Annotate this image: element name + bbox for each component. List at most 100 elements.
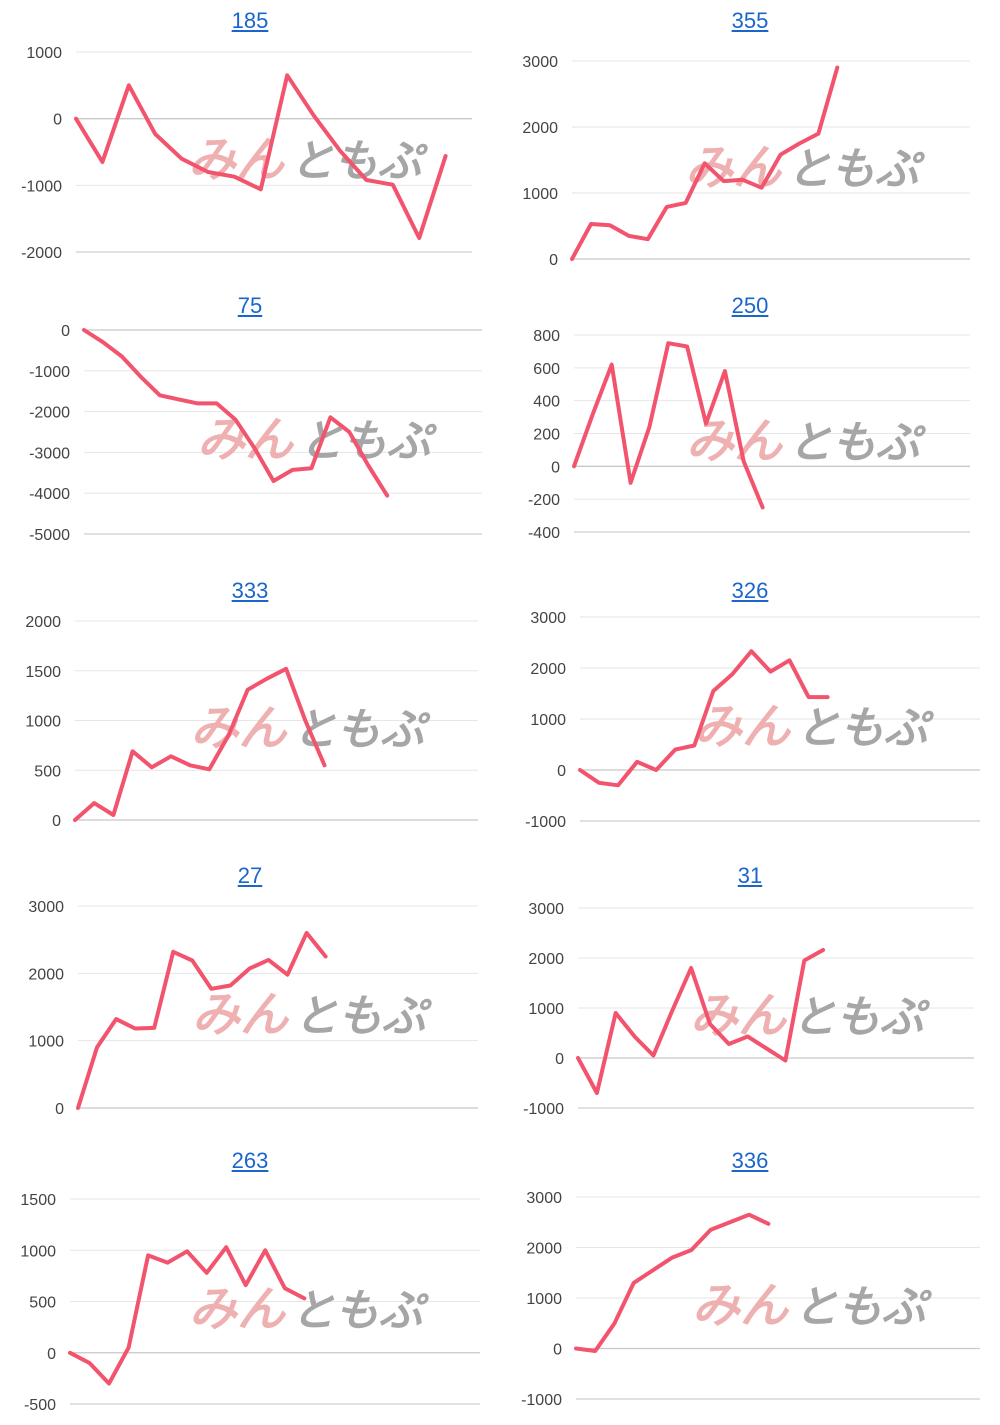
y-tick-label: 0 — [61, 323, 70, 340]
watermark-text-red: みん — [189, 1282, 287, 1338]
chart-panel: 75 0 -1000 -2000 -3000 -4000 -5000 みん ともぷ — [0, 285, 500, 570]
chart-panel: 336 3000 2000 1000 0 -1000 みん ともぷ — [500, 1140, 1000, 1425]
y-tick-label: -400 — [528, 525, 560, 542]
series-line — [68, 1245, 307, 1386]
y-tick-label: 2000 — [28, 966, 64, 983]
chart-title-link[interactable]: 31 — [737, 863, 763, 888]
watermark-logo: みん ともぷ — [190, 701, 431, 757]
y-tick-label: -500 — [24, 1397, 56, 1414]
chart-panel: 326 3000 2000 1000 0 -1000 みん ともぷ — [500, 570, 1000, 855]
y-tick-label: 0 — [53, 112, 62, 129]
y-tick-label: -1000 — [523, 1101, 564, 1118]
series-line — [82, 328, 390, 498]
line-chart: 2000 1500 1000 500 0 みん ともぷ — [25, 614, 478, 830]
chart-title-link[interactable]: 333 — [231, 578, 269, 603]
line-chart: 3000 2000 1000 0 -1000 みん ともぷ — [521, 1190, 980, 1409]
watermark-text-gray: ともぷ — [788, 418, 927, 469]
series-line — [572, 341, 765, 510]
watermark-logo: みん ともぷ — [197, 412, 438, 468]
y-tick-label: 3000 — [530, 610, 566, 627]
y-tick-label: 0 — [553, 1342, 562, 1359]
y-tick-label: 200 — [533, 427, 560, 444]
chart-title-link[interactable]: 27 — [237, 863, 263, 888]
y-tick-label: 600 — [533, 361, 560, 378]
watermark-text-gray: ともぷ — [796, 703, 935, 754]
watermark-text-red: みん — [192, 987, 290, 1043]
watermark-logo: みん ともぷ — [189, 1282, 430, 1338]
y-tick-label: -3000 — [29, 445, 70, 462]
chart-title-link[interactable]: 263 — [231, 1148, 269, 1173]
chart-title-link[interactable]: 355 — [731, 8, 769, 33]
y-tick-label: 1500 — [20, 1192, 56, 1209]
chart-panel: 355 3000 2000 1000 0 みん ともぷ — [500, 0, 1000, 285]
chart-title-link[interactable]: 336 — [731, 1148, 769, 1173]
y-tick-label: -2000 — [29, 405, 70, 422]
series-line — [574, 1212, 771, 1353]
chart-panel: 263 1500 1000 500 0 -500 みん ともぷ — [0, 1140, 500, 1425]
y-tick-label: -4000 — [29, 486, 70, 503]
chart-panel: 31 3000 2000 1000 0 -1000 みん ともぷ — [500, 855, 1000, 1140]
series-line — [578, 649, 830, 788]
y-tick-label: 0 — [549, 252, 558, 269]
watermark-logo: みん ともぷ — [694, 699, 935, 755]
y-tick-label: 2000 — [526, 1241, 562, 1258]
y-tick-label: -1000 — [29, 364, 70, 381]
watermark-text-gray: ともぷ — [794, 1282, 933, 1333]
watermark-text-gray: ともぷ — [787, 144, 926, 195]
y-tick-label: 0 — [557, 763, 566, 780]
y-tick-label: 500 — [29, 1295, 56, 1312]
y-tick-label: 2000 — [530, 661, 566, 678]
watermark-text-gray: ともぷ — [294, 991, 433, 1042]
y-tick-label: -1000 — [525, 814, 566, 831]
chart-panel: 27 3000 2000 1000 0 みん ともぷ — [0, 855, 500, 1140]
y-tick-label: 1500 — [25, 664, 61, 681]
watermark-text-gray: ともぷ — [290, 136, 429, 187]
line-chart: 1500 1000 500 0 -500 みん ともぷ — [20, 1192, 480, 1414]
line-chart: 3000 2000 1000 0 -1000 みん ともぷ — [523, 901, 974, 1118]
chart-panel: 333 2000 1500 1000 500 0 みん ともぷ — [0, 570, 500, 855]
y-tick-label: 1000 — [20, 1243, 56, 1260]
chart-title-link[interactable]: 75 — [237, 293, 263, 318]
watermark-logo: みん ともぷ — [188, 132, 429, 188]
line-chart: 3000 2000 1000 0 みん ともぷ — [522, 54, 970, 269]
y-tick-label: 0 — [555, 1051, 564, 1068]
watermark-text-red: みん — [685, 140, 783, 196]
y-tick-label: 2000 — [522, 120, 558, 137]
line-chart: 3000 2000 1000 0 みん ともぷ — [28, 899, 478, 1118]
chart-panel: 250 800 600 400 200 0 -200 -400 みん ともぷ — [500, 285, 1000, 570]
y-tick-label: -5000 — [29, 527, 70, 544]
watermark-text-red: みん — [694, 699, 792, 755]
y-tick-label: -2000 — [21, 245, 62, 262]
y-tick-label: 0 — [551, 459, 560, 476]
watermark-text-gray: ともぷ — [291, 1286, 430, 1337]
y-tick-label: 0 — [52, 813, 61, 830]
chart-title-link[interactable]: 326 — [731, 578, 769, 603]
y-tick-label: 500 — [34, 763, 61, 780]
y-tick-label: 3000 — [522, 54, 558, 71]
line-chart: 3000 2000 1000 0 -1000 みん ともぷ — [525, 610, 980, 831]
y-tick-label: 1000 — [528, 1001, 564, 1018]
watermark-text-red: みん — [692, 1278, 790, 1334]
watermark-logo: みん ともぷ — [685, 140, 926, 196]
y-tick-label: 800 — [533, 328, 560, 345]
y-tick-label: 1000 — [526, 1291, 562, 1308]
watermark-text-gray: ともぷ — [293, 705, 432, 756]
y-tick-label: -1000 — [521, 1392, 562, 1409]
chart-title-link[interactable]: 250 — [731, 293, 769, 318]
watermark-text-gray: ともぷ — [792, 992, 931, 1043]
y-tick-label: 2000 — [25, 614, 61, 631]
y-tick-label: 3000 — [526, 1190, 562, 1207]
y-tick-label: 400 — [533, 394, 560, 411]
chart-title-link[interactable]: 185 — [231, 8, 269, 33]
chart-panel: 185 1000 0 -1000 -2000 みん ともぷ — [0, 0, 500, 285]
series-line — [570, 65, 840, 261]
series-line — [73, 666, 327, 822]
y-tick-label: 1000 — [26, 45, 62, 62]
y-tick-label: 1000 — [25, 714, 61, 731]
watermark-text-red: みん — [197, 412, 295, 468]
series-line — [576, 948, 826, 1095]
line-chart: 1000 0 -1000 -2000 みん ともぷ — [21, 45, 472, 262]
series-line — [74, 73, 448, 240]
watermark-logo: みん ともぷ — [686, 414, 927, 470]
